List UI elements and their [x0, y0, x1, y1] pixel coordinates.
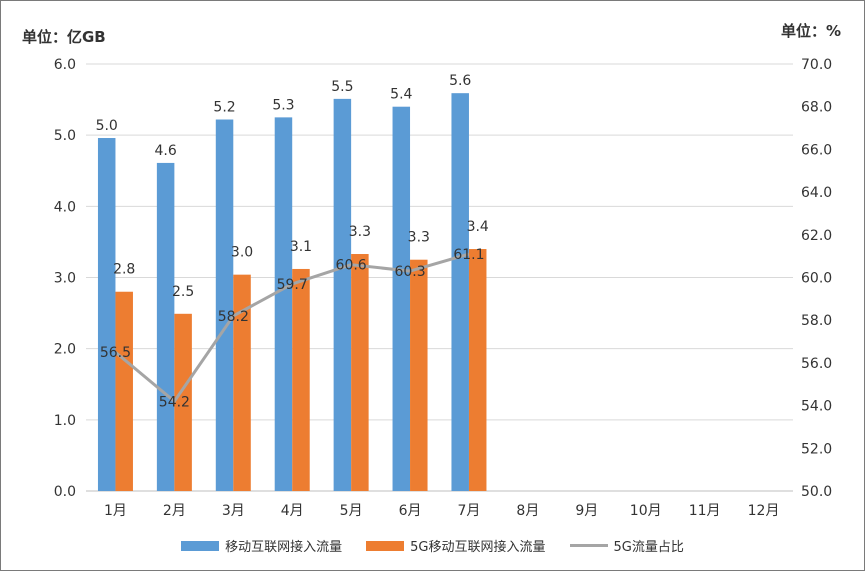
- y-right-tick-label: 68.0: [801, 100, 832, 116]
- bar-5g-traffic: [174, 313, 192, 491]
- data-label-mobile-traffic: 5.4: [390, 87, 412, 103]
- y-right-tick-label: 52.0: [801, 441, 832, 457]
- data-label-5g-share: 58.2: [218, 309, 249, 325]
- data-label-5g-share: 61.1: [453, 247, 484, 263]
- data-label-mobile-traffic: 5.0: [96, 118, 118, 134]
- left-axis-unit: 单位：亿GB: [22, 28, 106, 46]
- y-right-tick-label: 56.0: [801, 356, 832, 372]
- legend-label-5g-share: 5G流量占比: [613, 540, 684, 555]
- y-left-tick-label: 6.0: [54, 57, 76, 73]
- y-right-tick-label: 66.0: [801, 142, 832, 158]
- data-label-5g-traffic: 3.3: [349, 224, 371, 240]
- y-left-tick-label: 5.0: [54, 128, 76, 144]
- data-label-5g-traffic: 3.0: [231, 245, 253, 261]
- y-right-tick-label: 64.0: [801, 185, 832, 201]
- x-tick-label: 7月: [457, 503, 480, 519]
- x-tick-label: 1月: [104, 503, 127, 519]
- data-label-mobile-traffic: 5.3: [272, 97, 294, 113]
- right-axis-unit: 单位：%: [781, 22, 842, 40]
- bar-mobile-traffic: [392, 106, 411, 491]
- bar-5g-traffic: [410, 259, 428, 491]
- bar-mobile-traffic: [451, 93, 469, 491]
- x-tick-label: 3月: [222, 503, 245, 519]
- bar-mobile-traffic: [215, 119, 234, 491]
- bar-mobile-traffic: [156, 162, 175, 491]
- y-right-tick-label: 58.0: [801, 313, 832, 329]
- x-tick-label: 9月: [575, 503, 598, 519]
- data-label-5g-traffic: 3.3: [408, 230, 430, 246]
- y-right-tick-label: 62.0: [801, 228, 832, 244]
- bar-5g-traffic: [351, 254, 369, 491]
- data-label-mobile-traffic: 5.5: [331, 79, 353, 95]
- y-left-tick-label: 4.0: [54, 199, 76, 215]
- legend-swatch-5g-share: [569, 544, 608, 547]
- x-tick-label: 11月: [689, 503, 721, 519]
- legend-item-5g-share: 5G流量占比: [569, 536, 684, 555]
- data-label-5g-share: 60.6: [336, 258, 367, 274]
- bar-mobile-traffic: [333, 98, 352, 491]
- x-tick-label: 4月: [281, 503, 304, 519]
- bar-5g-traffic: [292, 268, 310, 491]
- data-label-5g-traffic: 3.4: [467, 219, 489, 235]
- chart-legend: 移动互联网接入流量 5G移动互联网接入流量 5G流量占比: [0, 536, 865, 555]
- y-left-tick-label: 1.0: [54, 413, 76, 429]
- x-tick-label: 8月: [516, 503, 539, 519]
- data-label-5g-traffic: 2.5: [172, 284, 194, 300]
- data-label-mobile-traffic: 4.6: [154, 143, 176, 159]
- bar-5g-traffic: [233, 274, 251, 491]
- data-label-5g-share: 59.7: [277, 277, 308, 293]
- legend-label-mobile-traffic: 移动互联网接入流量: [225, 540, 343, 555]
- y-right-tick-label: 54.0: [801, 399, 832, 415]
- x-tick-label: 2月: [163, 503, 186, 519]
- bar-mobile-traffic: [274, 117, 293, 491]
- data-label-5g-traffic: 3.1: [290, 239, 312, 255]
- y-right-tick-label: 70.0: [801, 57, 832, 73]
- y-left-tick-label: 3.0: [54, 271, 76, 287]
- y-right-tick-label: 50.0: [801, 484, 832, 500]
- data-label-mobile-traffic: 5.2: [213, 100, 235, 116]
- y-left-tick-label: 2.0: [54, 342, 76, 358]
- legend-item-5g-traffic: 5G移动互联网接入流量: [366, 536, 546, 555]
- legend-swatch-5g-traffic: [366, 540, 405, 551]
- legend-swatch-mobile-traffic: [181, 540, 220, 551]
- data-label-5g-traffic: 2.8: [113, 262, 135, 278]
- y-left-tick-label: 0.0: [54, 484, 76, 500]
- x-tick-label: 6月: [399, 503, 422, 519]
- x-tick-label: 10月: [630, 503, 662, 519]
- legend-label-5g-traffic: 5G移动互联网接入流量: [410, 540, 546, 555]
- legend-item-mobile-traffic: 移动互联网接入流量: [181, 536, 342, 555]
- data-label-5g-share: 56.5: [100, 345, 131, 361]
- line-5g-share: [114, 252, 470, 403]
- data-label-5g-share: 54.2: [159, 394, 190, 410]
- x-tick-label: 12月: [748, 503, 780, 519]
- x-tick-label: 5月: [340, 503, 363, 519]
- bar-5g-traffic: [115, 291, 133, 491]
- bar-mobile-traffic: [97, 138, 116, 491]
- data-label-mobile-traffic: 5.6: [449, 73, 471, 89]
- bar-5g-traffic: [468, 249, 487, 491]
- y-right-tick-label: 60.0: [801, 271, 832, 287]
- data-label-5g-share: 60.3: [394, 264, 425, 280]
